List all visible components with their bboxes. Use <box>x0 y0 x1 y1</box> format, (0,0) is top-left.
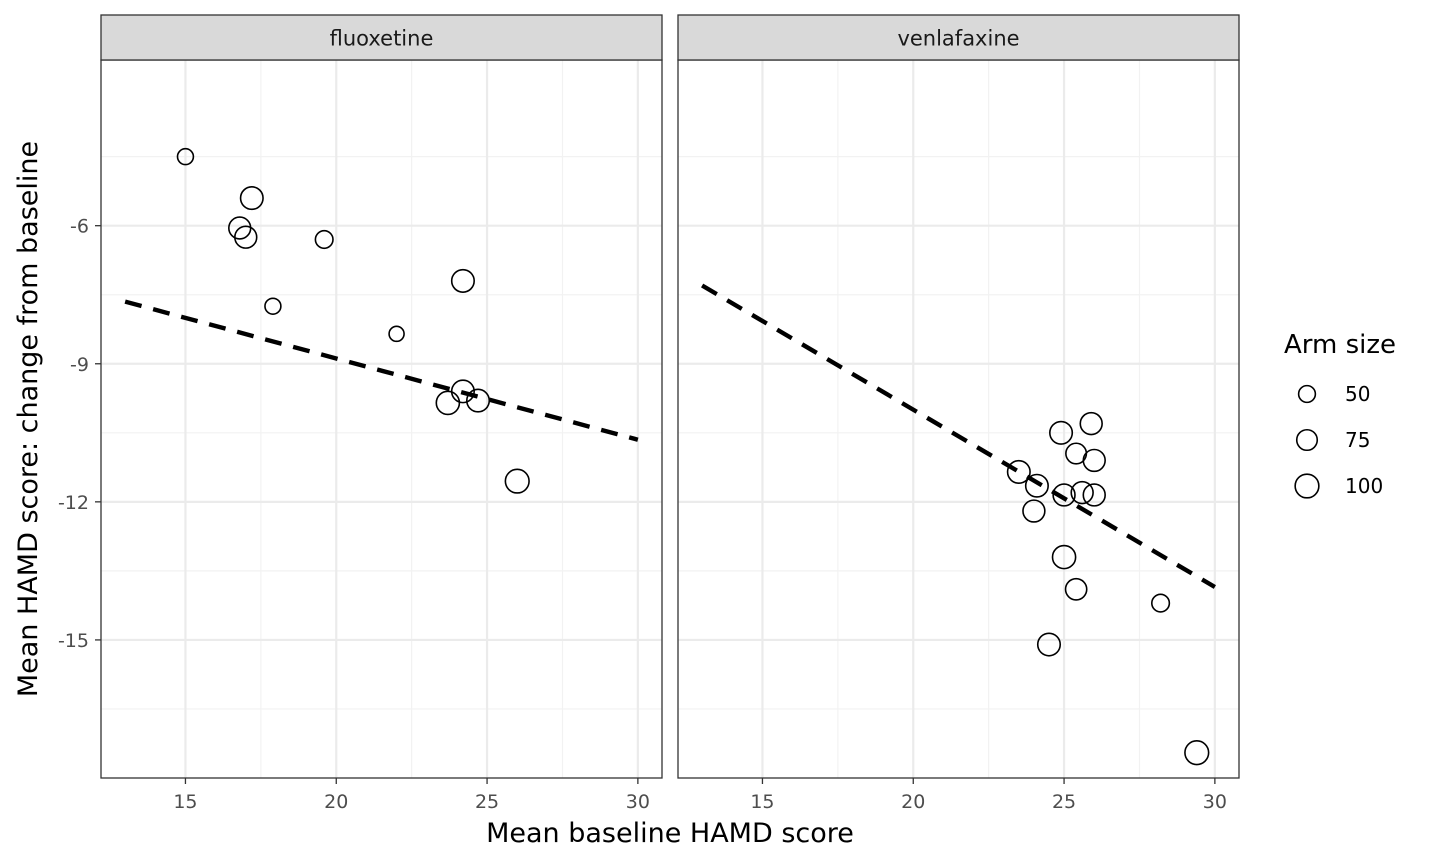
legend-key-circle <box>1297 384 1317 404</box>
data-point <box>1006 459 1031 484</box>
x-axis-title: Mean baseline HAMD score <box>486 818 854 849</box>
legend-entry: 50 <box>1297 382 1370 406</box>
legend-key-circle <box>1295 428 1319 452</box>
data-point <box>1079 411 1103 436</box>
data-point <box>239 186 264 211</box>
y-tick-label: -6 <box>70 216 89 238</box>
data-point <box>1082 448 1106 473</box>
panel-venlafaxine: venlafaxine 15 20 25 30 <box>677 14 1240 813</box>
data-point <box>465 388 491 413</box>
y-tick-label: -9 <box>70 354 89 376</box>
y-tick-label: -12 <box>58 492 89 514</box>
data-point <box>1051 544 1077 570</box>
data-point <box>1082 483 1106 507</box>
y-axis-title: Mean HAMD score: change from baseline <box>13 141 44 697</box>
legend-label: 75 <box>1345 428 1370 452</box>
data-point <box>1024 473 1049 498</box>
data-point <box>1052 483 1076 507</box>
x-tick-label: 25 <box>1052 791 1076 813</box>
x-tick-label: 25 <box>475 791 499 813</box>
data-point <box>176 147 195 166</box>
facet-strip-label: fluoxetine <box>330 27 434 51</box>
data-point <box>1150 593 1171 613</box>
legend-label: 50 <box>1345 382 1370 406</box>
facet-strip <box>100 14 663 61</box>
panel-background <box>101 60 662 778</box>
data-point <box>1049 420 1074 445</box>
x-tick-label: 15 <box>173 791 197 813</box>
data-point <box>450 268 475 293</box>
data-point <box>1064 577 1088 601</box>
trend-line <box>124 299 639 442</box>
facet-strip-label: venlafaxine <box>897 27 1019 51</box>
data-point <box>1070 480 1094 505</box>
trend-line <box>701 283 1216 589</box>
data-point <box>234 225 258 249</box>
legend-entry: 100 <box>1294 473 1383 499</box>
legend-entry: 75 <box>1295 428 1370 452</box>
x-tick-label: 15 <box>750 791 774 813</box>
data-point <box>1022 499 1046 523</box>
x-tick-label: 30 <box>626 791 650 813</box>
data-point <box>388 325 405 343</box>
facet-strip <box>677 14 1240 61</box>
data-point <box>314 229 334 250</box>
panels-layer: fluoxetine 15 20 25 30 -6 -9 -12 -15 venlafaxine 1… <box>58 14 1240 813</box>
y-tick-label: -15 <box>58 630 89 652</box>
legend-title: Arm size <box>1284 330 1396 360</box>
data-point <box>264 297 282 315</box>
data-point <box>1184 740 1210 766</box>
x-tick-label: 30 <box>1203 791 1227 813</box>
legend: Arm size 50 75 100 <box>1284 330 1396 499</box>
x-tick-label: 20 <box>324 791 348 813</box>
x-tick-label: 20 <box>901 791 925 813</box>
legend-key-circle <box>1294 473 1320 499</box>
data-point <box>504 468 530 494</box>
data-point <box>435 390 461 416</box>
panel-fluoxetine: fluoxetine 15 20 25 30 -6 -9 -12 -15 <box>58 14 663 813</box>
data-point <box>1036 632 1062 657</box>
panel-background <box>678 60 1239 778</box>
legend-label: 100 <box>1345 474 1383 498</box>
